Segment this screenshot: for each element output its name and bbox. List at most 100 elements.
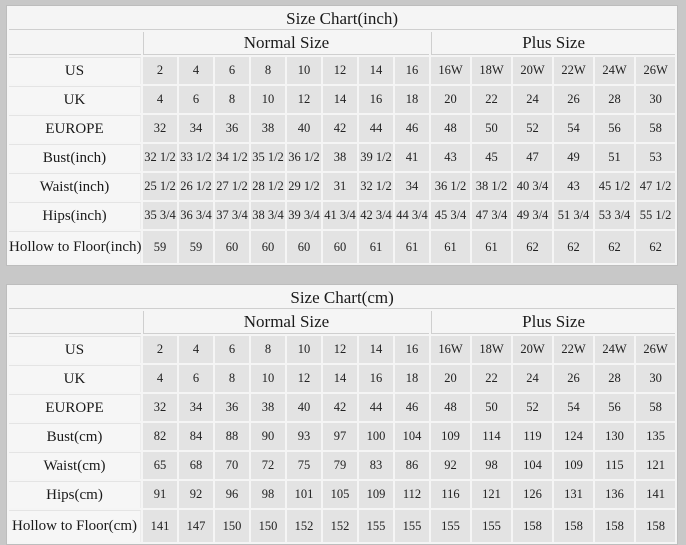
size-cell: 2 [143, 336, 177, 363]
size-cell: 8 [215, 365, 249, 392]
size-cell: 10 [287, 57, 321, 84]
size-cell: 26 [554, 365, 593, 392]
size-cell: 27 1/2 [215, 173, 249, 200]
row-label: US [9, 336, 141, 363]
size-cell: 32 [143, 394, 177, 421]
size-cell: 46 [395, 115, 429, 142]
size-cell: 96 [215, 481, 249, 508]
size-cell: 37 3/4 [215, 202, 249, 229]
size-cell: 131 [554, 481, 593, 508]
table-title-row: Size Chart(cm) [9, 287, 676, 309]
size-cell: 29 1/2 [287, 173, 321, 200]
size-cell: 50 [472, 394, 511, 421]
size-cell: 62 [554, 231, 593, 263]
size-cell: 36 1/2 [431, 173, 470, 200]
row-label: Waist(cm) [9, 452, 141, 479]
size-cell: 26W [636, 57, 676, 84]
size-cell: 30 [636, 365, 676, 392]
size-cell: 18 [395, 365, 429, 392]
size-cell: 56 [595, 394, 634, 421]
size-cell: 49 [554, 144, 593, 171]
size-cell: 44 [359, 394, 393, 421]
size-cell: 32 1/2 [143, 144, 177, 171]
size-cell: 12 [323, 336, 357, 363]
row-label: EUROPE [9, 115, 141, 142]
size-cell: 105 [323, 481, 357, 508]
size-cell: 14 [323, 86, 357, 113]
size-cell: 130 [595, 423, 634, 450]
size-cell: 42 [323, 394, 357, 421]
size-cell: 41 3/4 [323, 202, 357, 229]
size-cell: 16W [431, 336, 470, 363]
size-cell: 150 [251, 510, 285, 542]
size-cell: 16 [395, 57, 429, 84]
size-cell: 24 [513, 86, 552, 113]
size-cell: 40 [287, 115, 321, 142]
size-cell: 6 [179, 365, 213, 392]
size-cell: 39 1/2 [359, 144, 393, 171]
size-cell: 49 3/4 [513, 202, 552, 229]
row-label: Waist(inch) [9, 173, 141, 200]
table-row: Hollow to Floor(cm) 141 147 150 150 152 152 155… [9, 510, 676, 542]
corner-cell [9, 32, 141, 55]
table-row: Hips(cm) 91 92 96 98 101 105 109 112 116 121 126 131… [9, 481, 676, 508]
size-cell: 14 [359, 57, 393, 84]
size-cell: 50 [472, 115, 511, 142]
size-cell: 65 [143, 452, 177, 479]
size-cell: 155 [472, 510, 511, 542]
size-cell: 75 [287, 452, 321, 479]
size-cell: 14 [359, 336, 393, 363]
size-cell: 42 3/4 [359, 202, 393, 229]
size-cell: 8 [251, 57, 285, 84]
size-cell: 43 [431, 144, 470, 171]
size-cell: 98 [472, 452, 511, 479]
size-cell: 32 1/2 [359, 173, 393, 200]
size-cell: 150 [215, 510, 249, 542]
size-cell: 12 [287, 365, 321, 392]
size-cell: 8 [251, 336, 285, 363]
size-cell: 45 [472, 144, 511, 171]
row-label: Bust(inch) [9, 144, 141, 171]
size-cell: 62 [636, 231, 676, 263]
size-cell: 28 [595, 365, 634, 392]
size-cell: 31 [323, 173, 357, 200]
size-cell: 68 [179, 452, 213, 479]
row-label: Hips(inch) [9, 202, 141, 229]
size-cell: 28 1/2 [251, 173, 285, 200]
size-cell: 60 [215, 231, 249, 263]
size-cell: 60 [287, 231, 321, 263]
size-cell: 24 [513, 365, 552, 392]
size-cell: 32 [143, 115, 177, 142]
size-cell: 4 [179, 57, 213, 84]
size-cell: 92 [179, 481, 213, 508]
size-cell: 135 [636, 423, 676, 450]
size-cell: 36 [215, 115, 249, 142]
size-cell: 60 [323, 231, 357, 263]
size-cell: 45 1/2 [595, 173, 634, 200]
size-cell: 24W [595, 336, 634, 363]
size-cell: 61 [431, 231, 470, 263]
size-cell: 98 [251, 481, 285, 508]
row-label: US [9, 57, 141, 84]
size-cell: 47 3/4 [472, 202, 511, 229]
size-cell: 54 [554, 115, 593, 142]
size-cell: 22 [472, 365, 511, 392]
table-row: EUROPE 32 34 36 38 40 42 44 46 48 50 52 54 56 58 [9, 115, 676, 142]
size-cell: 22W [554, 336, 593, 363]
size-cell: 141 [636, 481, 676, 508]
size-cell: 51 3/4 [554, 202, 593, 229]
size-cell: 20W [513, 336, 552, 363]
size-cell: 22W [554, 57, 593, 84]
size-cell: 62 [595, 231, 634, 263]
size-cell: 52 [513, 394, 552, 421]
size-cell: 34 [395, 173, 429, 200]
size-cell: 12 [287, 86, 321, 113]
size-cell: 18W [472, 57, 511, 84]
size-cell: 10 [251, 365, 285, 392]
size-cell: 26W [636, 336, 676, 363]
size-cell: 121 [636, 452, 676, 479]
size-cell: 51 [595, 144, 634, 171]
size-cell: 62 [513, 231, 552, 263]
column-group-row: Normal Size Plus Size [9, 311, 676, 334]
